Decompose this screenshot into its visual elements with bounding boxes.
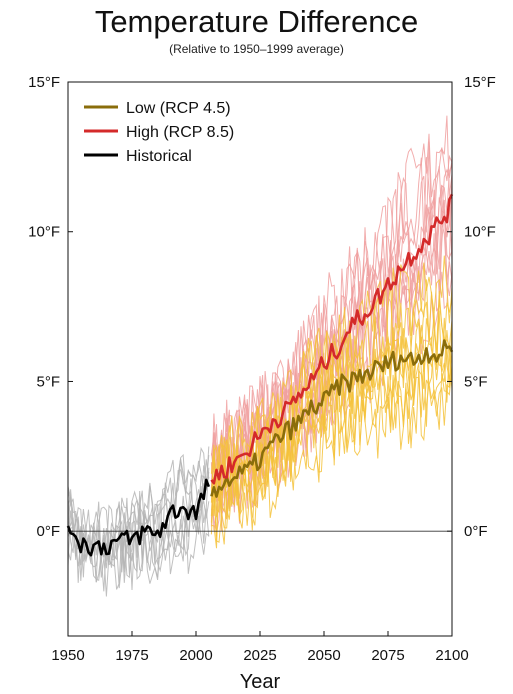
ensemble-line [210,317,453,513]
x-tick-label: 2025 [243,647,276,664]
x-axis-label: Year [240,671,281,693]
ensemble-line [210,344,453,537]
y-tick-label-left: 0°F [36,523,60,540]
y-tick-label-left: 15°F [28,74,60,91]
x-tick-label: 2000 [179,647,212,664]
legend-label: Historical [126,148,192,165]
x-tick-label: 1950 [51,647,84,664]
series-layer [66,193,454,557]
series-line-high [210,193,454,485]
legend-label: Low (RCP 4.5) [126,100,231,117]
x-tick-label: 2100 [435,647,468,664]
ensemble-line [67,446,210,564]
y-tick-label-right: 5°F [464,373,488,390]
tick-layer: 1950 1975 2000 2025 2050 2075 2100 0°F 0°F 5°F 5°F… [28,74,496,664]
x-tick-label: 1975 [115,647,148,664]
ensemble-line [210,133,453,492]
y-tick-label-right: 15°F [464,74,496,91]
x-tick-label: 2075 [371,647,404,664]
ensemble-line [67,471,210,582]
y-tick-label-right: 10°F [464,224,496,241]
y-tick-label-left: 10°F [28,224,60,241]
y-tick-label-left: 5°F [36,373,60,390]
chart-title: Temperature Difference [94,4,419,39]
y-tick-label-right: 0°F [464,523,488,540]
legend-label: High (RCP 8.5) [126,124,234,141]
series-line-historical [66,478,211,557]
legend: Low (RCP 4.5) High (RCP 8.5) Historical [84,100,234,165]
ensemble-layer [67,115,453,597]
ensemble-line [211,368,453,549]
chart-subtitle: (Relative to 1950–1999 average) [169,42,344,56]
series-line-low [210,339,454,498]
x-tick-label: 2050 [307,647,340,664]
ensemble-line [210,115,453,500]
